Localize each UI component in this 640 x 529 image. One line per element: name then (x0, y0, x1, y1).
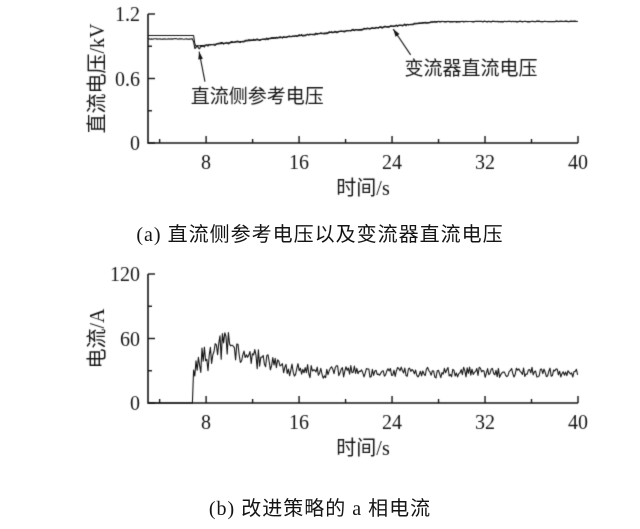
chart-b-caption: (b) 改进策略的 a 相电流 (208, 498, 432, 520)
chart-a-caption: (a) 直流侧参考电压以及变流器直流电压 (136, 224, 504, 246)
chart-a-dc-voltage-plot (0, 0, 640, 205)
chart-b-phase-current-plot (0, 260, 640, 465)
